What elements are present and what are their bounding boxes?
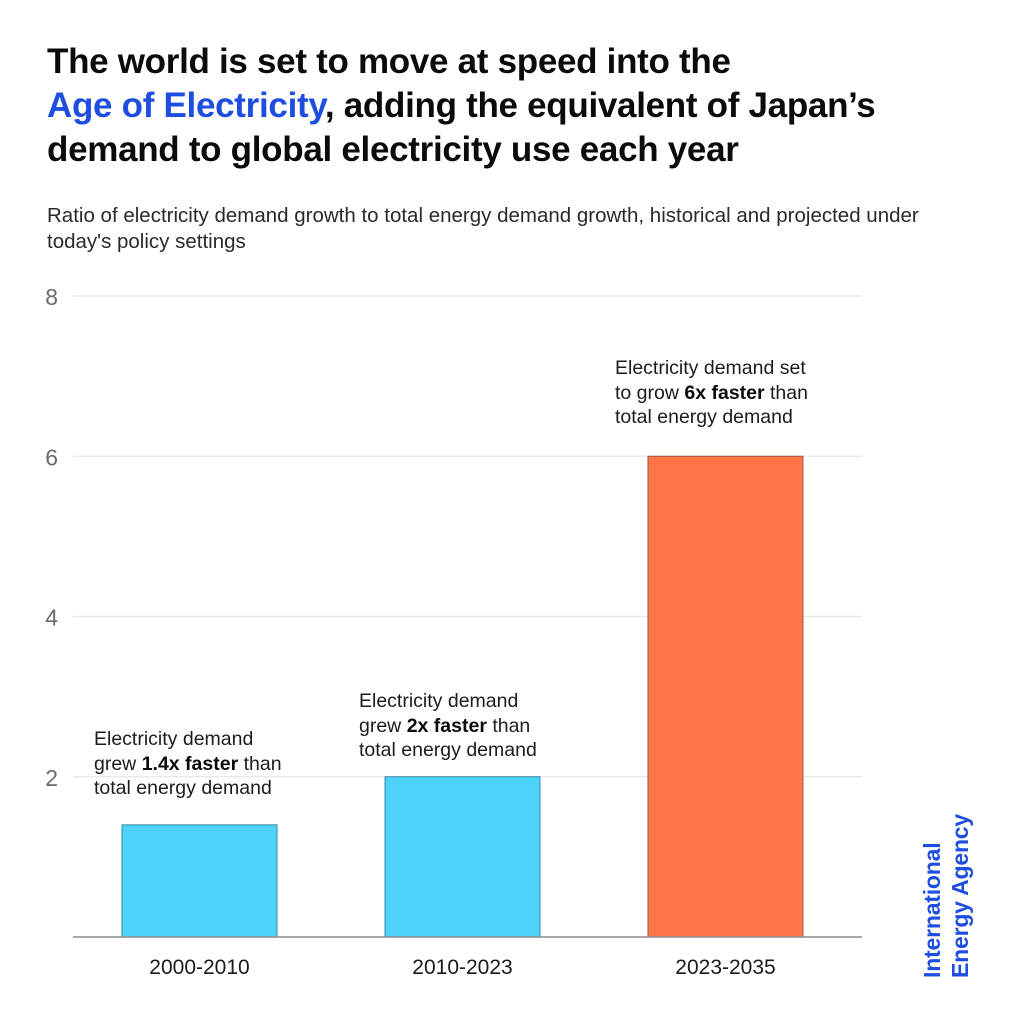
y-tick-label: 6 (45, 444, 58, 470)
annotation-line: total energy demand (615, 406, 793, 428)
annotation-bold: 1.4x faster (141, 752, 239, 775)
x-tick-label: 2010-2023 (412, 956, 512, 979)
annotation-line: Electricity demand (94, 728, 254, 750)
annotation-line: Electricity demand set (615, 357, 806, 379)
y-tick-label: 4 (45, 605, 58, 631)
chart-title: The world is set to move at speed into t… (47, 40, 1007, 172)
x-tick-label: 2000-2010 (149, 956, 249, 979)
annotation-text: grew (359, 714, 407, 737)
title-highlight: Age of Electricity (47, 86, 325, 125)
y-tick-label: 2 (45, 765, 58, 791)
title-line-2-rest: , adding the equivalent of Japan’s (324, 86, 876, 125)
annotation-line: grew 1.4x faster than (94, 752, 282, 777)
annotation-line: grew 2x faster than (359, 714, 537, 739)
annotation-line: total energy demand (359, 739, 537, 761)
title-line-1: The world is set to move at speed into t… (47, 42, 731, 81)
logo-line-2: Energy Agency (947, 814, 973, 978)
annotation-text: grew (94, 752, 142, 775)
iea-logo: International Energy Agency (918, 814, 974, 978)
annotation-2010-2023: Electricity demand grew 2x faster than t… (359, 689, 537, 763)
title-line-3: demand to global electricity use each ye… (47, 130, 739, 169)
y-tick-label: 8 (45, 284, 58, 310)
annotation-bold: 2x faster (406, 714, 487, 737)
annotation-bold: 6x faster (684, 381, 765, 404)
chart-subtitle: Ratio of electricity demand growth to to… (47, 204, 919, 253)
annotation-2023-2035: Electricity demand set to grow 6x faster… (615, 356, 808, 430)
annotation-line: Electricity demand (359, 690, 519, 712)
annotation-text: to grow (615, 381, 685, 404)
annotation-text: than (486, 714, 531, 737)
title-line-2: Age of Electricity, adding the equivalen… (47, 84, 1007, 128)
logo-line-1: International (919, 842, 945, 978)
annotation-line: total energy demand (94, 777, 272, 799)
bar-2010-2023 (384, 776, 541, 938)
bar-2000-2010 (121, 824, 278, 938)
annotation-line: to grow 6x faster than (615, 381, 808, 406)
annotation-2000-2010: Electricity demand grew 1.4x faster than… (94, 727, 282, 801)
bar-2023-2035 (647, 455, 804, 938)
annotation-text: than (238, 752, 282, 775)
annotation-text: than (764, 381, 808, 404)
x-tick-label: 2023-2035 (675, 956, 775, 979)
